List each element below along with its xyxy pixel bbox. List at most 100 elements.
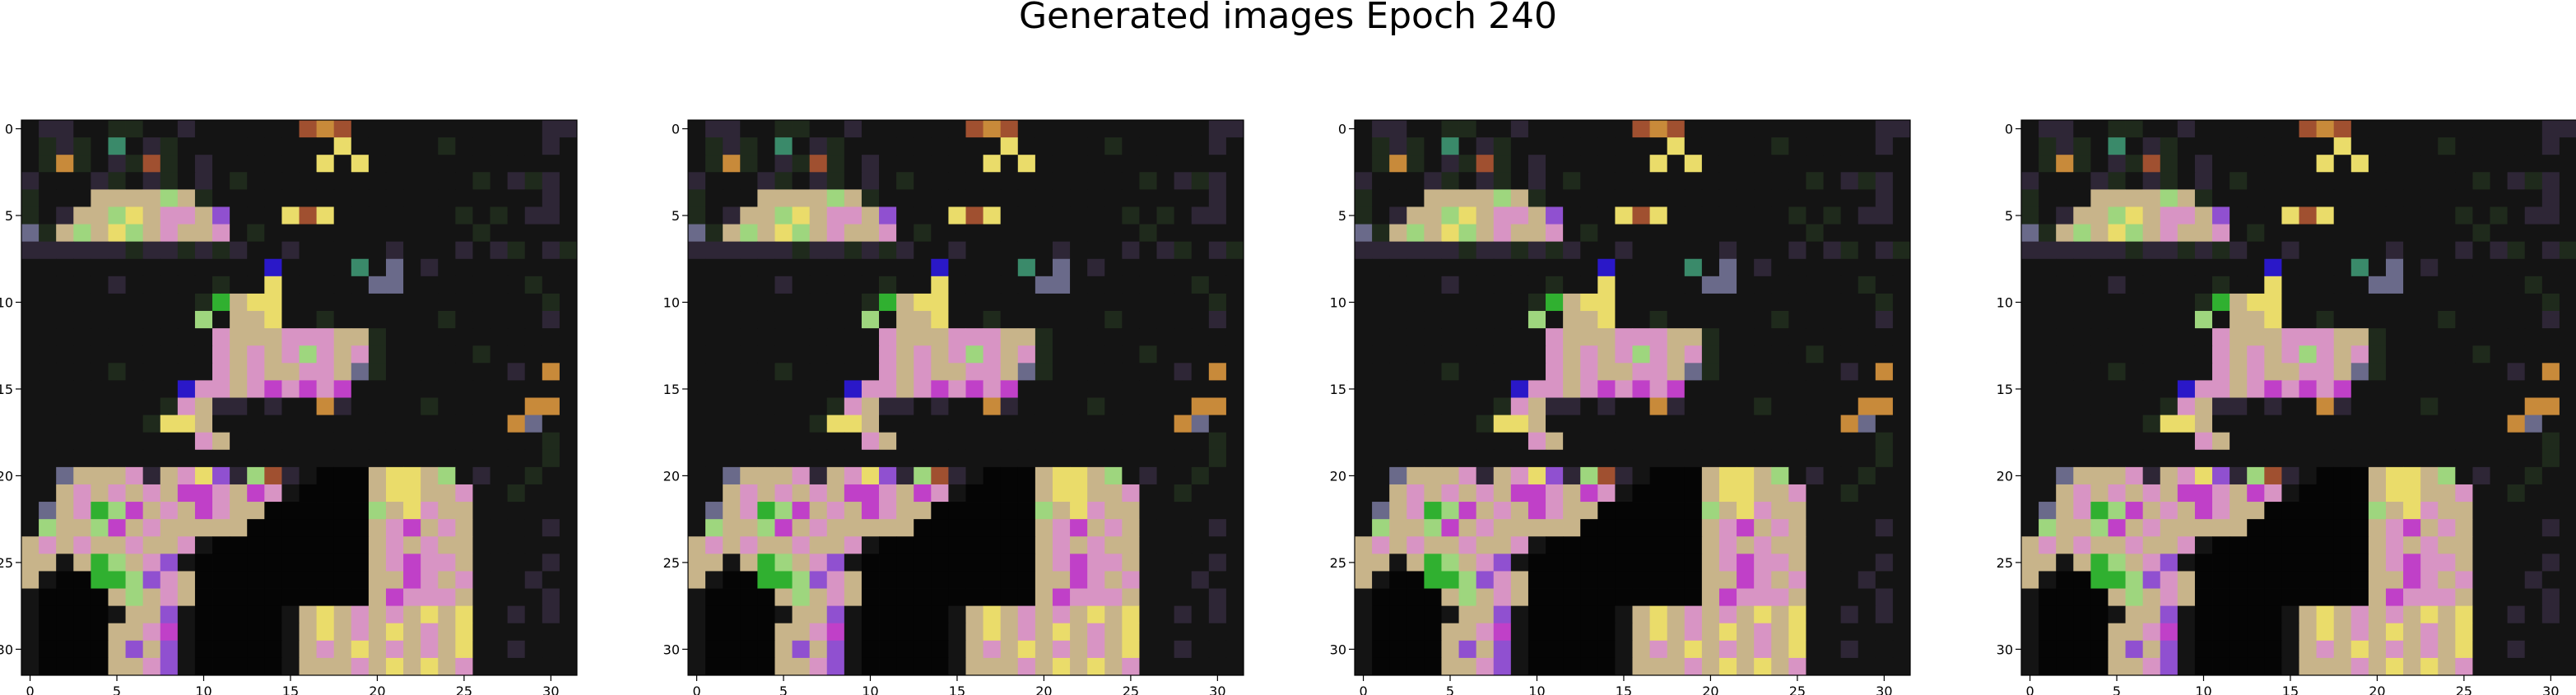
pixel-cell xyxy=(2281,311,2299,329)
pixel-cell xyxy=(1174,571,1193,589)
pixel-cell xyxy=(1667,449,1686,468)
pixel-cell xyxy=(844,363,863,381)
pixel-cell xyxy=(879,276,897,294)
pixel-cell xyxy=(1087,415,1105,433)
pixel-cell xyxy=(438,536,456,554)
pixel-cell xyxy=(1389,536,1407,554)
pixel-cell xyxy=(1771,380,1789,398)
pixel-cell xyxy=(1754,415,1772,433)
pixel-cell xyxy=(774,397,793,415)
pixel-cell xyxy=(1806,657,1824,676)
pixel-cell xyxy=(559,640,578,659)
pixel-cell xyxy=(1754,519,1772,537)
pixel-cell xyxy=(247,172,265,190)
pixel-cell xyxy=(108,224,126,243)
pixel-cell xyxy=(931,432,949,451)
pixel-cell xyxy=(281,311,300,329)
pixel-cell xyxy=(438,276,456,294)
pixel-cell xyxy=(73,258,91,277)
pixel-cell xyxy=(542,605,560,624)
pixel-cell xyxy=(559,554,578,572)
pixel-cell xyxy=(1527,605,1546,624)
pixel-cell xyxy=(2316,380,2335,398)
pixel-cell xyxy=(1017,484,1036,503)
pixel-cell xyxy=(1563,536,1581,554)
pixel-cell xyxy=(1407,206,1425,225)
pixel-cell xyxy=(507,571,526,589)
pixel-cell xyxy=(2090,502,2109,520)
pixel-cell xyxy=(2524,311,2543,329)
pixel-cell xyxy=(212,224,230,243)
pixel-cell xyxy=(1372,258,1390,277)
pixel-cell xyxy=(879,432,897,451)
pixel-cell xyxy=(1597,605,1616,624)
pixel-cell xyxy=(1424,311,1442,329)
pixel-cell xyxy=(559,155,578,173)
pixel-cell xyxy=(2420,554,2439,572)
pixel-cell xyxy=(1191,380,1210,398)
pixel-cell xyxy=(2316,137,2335,155)
pixel-cell xyxy=(1458,224,1477,243)
pixel-cell xyxy=(1632,120,1650,138)
pixel-cell xyxy=(965,519,983,537)
pixel-cell xyxy=(2455,155,2473,173)
pixel-cell xyxy=(1000,258,1019,277)
pixel-cell xyxy=(1649,571,1668,589)
pixel-cell xyxy=(757,623,775,642)
pixel-cell xyxy=(1122,120,1140,138)
pixel-cell xyxy=(39,640,57,659)
pixel-cell xyxy=(212,155,230,173)
pixel-cell xyxy=(1701,224,1720,243)
pixel-cell xyxy=(2281,640,2299,659)
pixel-cell xyxy=(1407,484,1425,503)
pixel-cell xyxy=(1737,415,1755,433)
pixel-cell xyxy=(212,571,230,589)
pixel-cell xyxy=(1476,657,1495,676)
pixel-cell xyxy=(2073,605,2091,624)
pixel-cell xyxy=(125,657,144,676)
pixel-cell xyxy=(2212,120,2230,138)
pixel-cell xyxy=(844,623,863,642)
pixel-cell xyxy=(740,206,758,225)
pixel-cell xyxy=(757,172,775,190)
pixel-cell xyxy=(2073,189,2091,207)
pixel-cell xyxy=(1649,432,1668,451)
pixel-cell xyxy=(1139,466,1157,485)
pixel-cell xyxy=(965,345,983,364)
pixel-cell xyxy=(421,449,439,468)
pixel-cell xyxy=(1737,363,1755,381)
pixel-cell xyxy=(1407,588,1425,607)
pixel-cell xyxy=(299,137,317,155)
pixel-cell xyxy=(1191,258,1210,277)
pixel-cell xyxy=(1225,605,1244,624)
pixel-cell xyxy=(455,588,473,607)
pixel-cell xyxy=(809,397,828,415)
pixel-cell xyxy=(2299,657,2317,676)
pixel-cell xyxy=(2368,640,2387,659)
pixel-cell xyxy=(1563,276,1581,294)
pixel-cell xyxy=(1122,189,1140,207)
pixel-cell xyxy=(281,554,300,572)
pixel-cell xyxy=(1737,276,1755,294)
pixel-cell xyxy=(1389,172,1407,190)
pixel-cell xyxy=(1632,397,1650,415)
pixel-cell xyxy=(2368,502,2387,520)
pixel-cell xyxy=(438,155,456,173)
pixel-cell xyxy=(2420,311,2439,329)
pixel-cell xyxy=(965,415,983,433)
pixel-cell xyxy=(1035,415,1053,433)
pixel-cell xyxy=(1684,397,1703,415)
pixel-cell xyxy=(2438,623,2456,642)
pixel-cell xyxy=(2368,363,2387,381)
pixel-cell xyxy=(2177,137,2196,155)
pixel-cell xyxy=(1070,380,1088,398)
pixel-cell xyxy=(1840,605,1859,624)
pixel-cell xyxy=(1156,657,1175,676)
pixel-cell xyxy=(299,554,317,572)
pixel-cell xyxy=(507,363,526,381)
pixel-cell xyxy=(826,519,845,537)
pixel-cell xyxy=(896,397,914,415)
x-tick-label: 0 xyxy=(692,683,700,695)
pixel-cell xyxy=(1407,120,1425,138)
pixel-cell xyxy=(1191,484,1210,503)
